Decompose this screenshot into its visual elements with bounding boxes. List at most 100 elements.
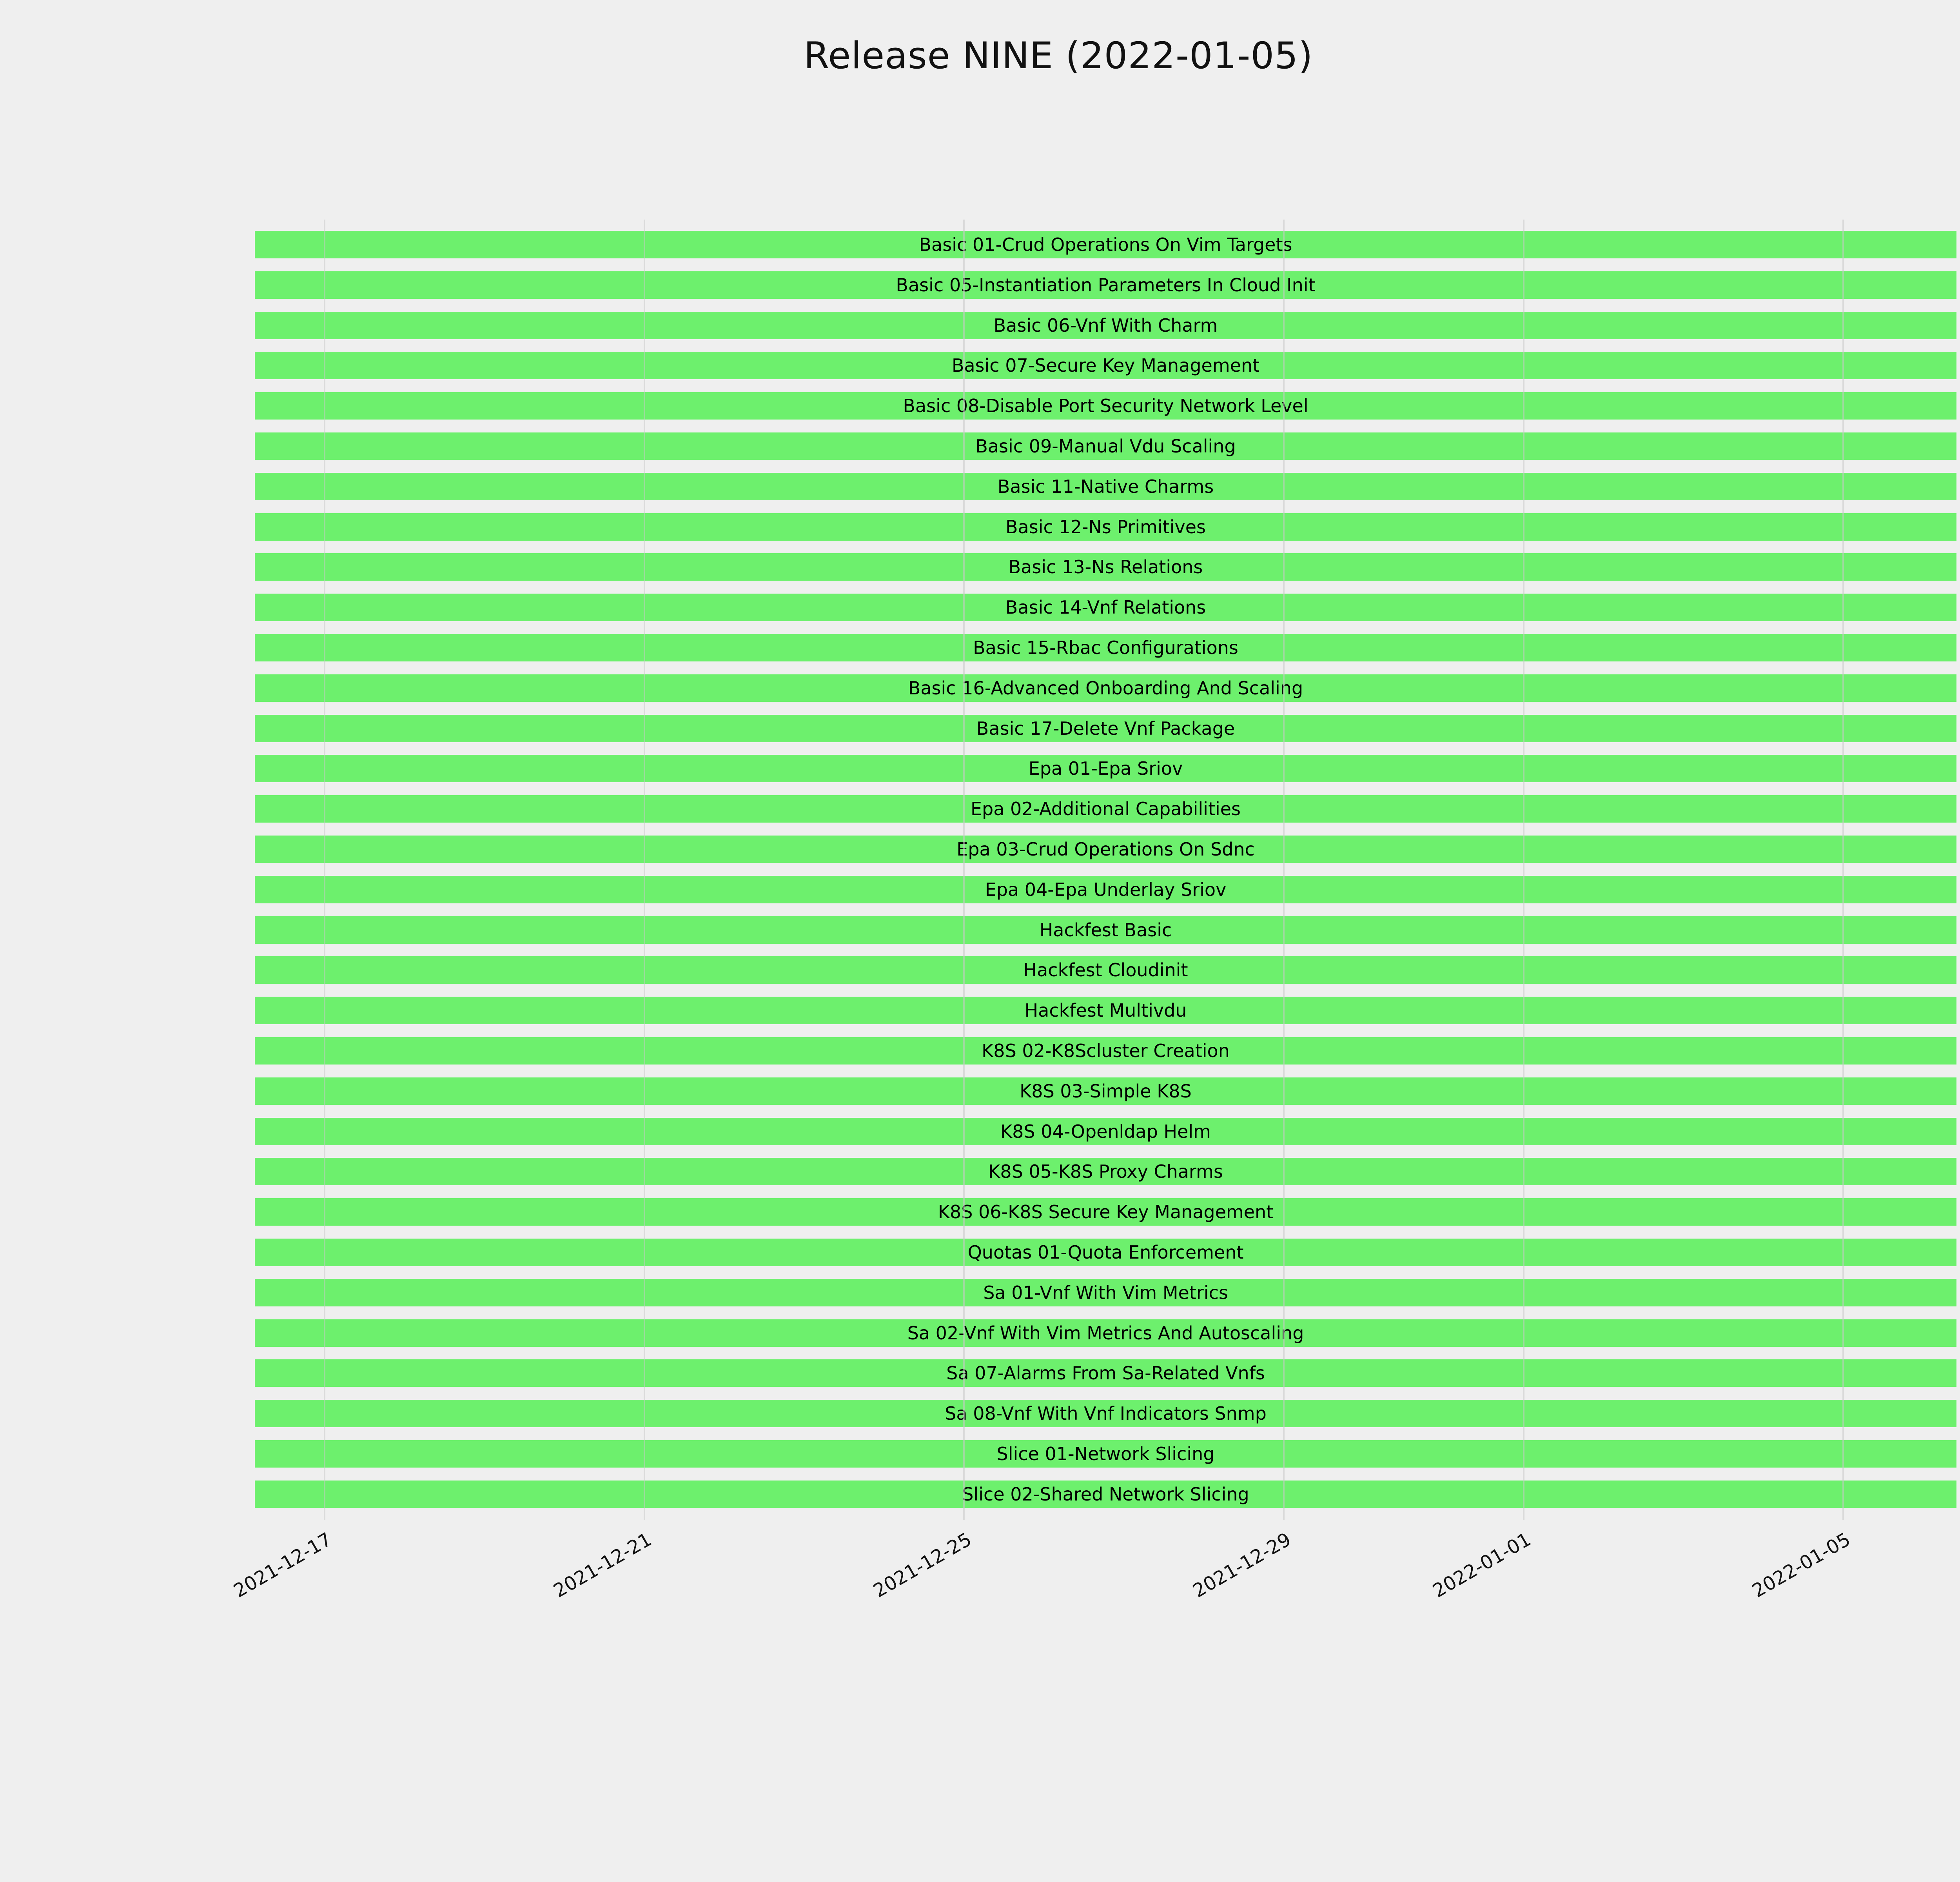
- gantt-row: Slice 02-Shared Network Slicing: [255, 1480, 1956, 1508]
- gantt-row: Sa 02-Vnf With Vim Metrics And Autoscali…: [255, 1319, 1956, 1347]
- gantt-bar: Quotas 01-Quota Enforcement: [255, 1239, 1956, 1266]
- gantt-bar-label: Basic 09-Manual Vdu Scaling: [975, 436, 1236, 457]
- gantt-row: Basic 12-Ns Primitives: [255, 513, 1956, 541]
- gantt-bar-label: Epa 03-Crud Operations On Sdnc: [956, 839, 1255, 860]
- gantt-bar: Basic 01-Crud Operations On Vim Targets: [255, 231, 1956, 258]
- gantt-row: Sa 01-Vnf With Vim Metrics: [255, 1279, 1956, 1306]
- gantt-bar-label: Hackfest Cloudinit: [1023, 959, 1188, 981]
- gantt-bar-label: Sa 01-Vnf With Vim Metrics: [983, 1282, 1228, 1303]
- gantt-row: Basic 07-Secure Key Management: [255, 352, 1956, 380]
- gantt-bar: Sa 08-Vnf With Vnf Indicators Snmp: [255, 1400, 1956, 1428]
- gantt-bar: K8S 05-K8S Proxy Charms: [255, 1158, 1956, 1186]
- plot-area: Basic 01-Crud Operations On Vim Targets B…: [230, 220, 1956, 1602]
- gantt-row: Epa 01-Epa Sriov: [255, 755, 1956, 783]
- chart-title: Release NINE (2022-01-05): [804, 35, 1313, 77]
- gantt-row: Basic 01-Crud Operations On Vim Targets: [255, 231, 1956, 258]
- gantt-row: Epa 02-Additional Capabilities: [255, 795, 1956, 823]
- x-tick-label: 2021-12-17: [230, 1528, 336, 1602]
- gantt-bar: Slice 02-Shared Network Slicing: [255, 1480, 1956, 1508]
- gantt-bar: Basic 17-Delete Vnf Package: [255, 714, 1956, 742]
- gantt-row: Basic 16-Advanced Onboarding And Scaling: [255, 674, 1956, 702]
- gantt-row: Hackfest Cloudinit: [255, 956, 1956, 984]
- gantt-bar-label: Basic 01-Crud Operations On Vim Targets: [919, 234, 1292, 255]
- gantt-bar: Basic 11-Native Charms: [255, 472, 1956, 500]
- gantt-bar: Basic 12-Ns Primitives: [255, 513, 1956, 541]
- gantt-bar-label: Basic 16-Advanced Onboarding And Scaling: [908, 677, 1303, 699]
- gantt-bar-label: Basic 14-Vnf Relations: [1005, 597, 1206, 618]
- bars-layer: Basic 01-Crud Operations On Vim Targets B…: [255, 220, 1956, 1520]
- gantt-bar-label: Sa 08-Vnf With Vnf Indicators Snmp: [945, 1403, 1267, 1424]
- gantt-bar-label: K8S 05-K8S Proxy Charms: [988, 1161, 1223, 1183]
- gantt-row: K8S 05-K8S Proxy Charms: [255, 1158, 1956, 1186]
- x-tick-label: 2022-01-05: [1748, 1528, 1855, 1602]
- gantt-bar: K8S 06-K8S Secure Key Management: [255, 1198, 1956, 1226]
- gantt-bar: Sa 01-Vnf With Vim Metrics: [255, 1279, 1956, 1306]
- gantt-bar-label: K8S 06-K8S Secure Key Management: [938, 1201, 1274, 1223]
- x-axis: 2021-12-17 2021-12-21 2021-12-25 2021-12-29…: [230, 1521, 1956, 1639]
- gantt-bar: K8S 03-Simple K8S: [255, 1077, 1956, 1105]
- gantt-bar-label: Basic 15-Rbac Configurations: [973, 637, 1238, 658]
- gantt-row: K8S 03-Simple K8S: [255, 1077, 1956, 1105]
- gantt-bar-label: Sa 02-Vnf With Vim Metrics And Autoscali…: [907, 1322, 1304, 1344]
- gantt-bar: Basic 05-Instantiation Parameters In Clo…: [255, 271, 1956, 299]
- gantt-bar-label: Hackfest Basic: [1039, 919, 1172, 941]
- gantt-bar-label: Slice 02-Shared Network Slicing: [962, 1483, 1249, 1505]
- gantt-bar: Epa 03-Crud Operations On Sdnc: [255, 836, 1956, 863]
- gantt-bar-label: K8S 04-Openldap Helm: [1000, 1121, 1211, 1142]
- gantt-row: K8S 02-K8Scluster Creation: [255, 1037, 1956, 1065]
- gantt-bar-label: Sa 07-Alarms From Sa-Related Vnfs: [946, 1362, 1265, 1384]
- x-tick-label: 2021-12-25: [869, 1528, 975, 1602]
- gantt-bar: Hackfest Multivdu: [255, 997, 1956, 1025]
- gantt-row: Basic 06-Vnf With Charm: [255, 311, 1956, 339]
- gantt-bar: Basic 06-Vnf With Charm: [255, 311, 1956, 339]
- gantt-bar: K8S 04-Openldap Helm: [255, 1117, 1956, 1145]
- gantt-bar: Basic 07-Secure Key Management: [255, 352, 1956, 380]
- gantt-bar: Slice 01-Network Slicing: [255, 1440, 1956, 1468]
- gantt-bar: Sa 07-Alarms From Sa-Related Vnfs: [255, 1359, 1956, 1387]
- x-tick-label: 2021-12-21: [550, 1528, 655, 1602]
- gantt-bar-label: Basic 07-Secure Key Management: [951, 355, 1260, 376]
- gantt-bar: Hackfest Cloudinit: [255, 956, 1956, 984]
- gantt-row: Quotas 01-Quota Enforcement: [255, 1239, 1956, 1266]
- gantt-row: Basic 09-Manual Vdu Scaling: [255, 432, 1956, 460]
- gantt-bar-label: Slice 01-Network Slicing: [996, 1443, 1215, 1464]
- gantt-bar-label: Basic 12-Ns Primitives: [1005, 516, 1206, 538]
- gantt-bar-label: Epa 02-Additional Capabilities: [970, 798, 1241, 820]
- gantt-row: K8S 04-Openldap Helm: [255, 1117, 1956, 1145]
- gantt-row: Basic 17-Delete Vnf Package: [255, 714, 1956, 742]
- gantt-bar-label: Basic 11-Native Charms: [997, 476, 1214, 497]
- x-tick-label: 2022-01-01: [1429, 1528, 1535, 1602]
- gantt-bar-label: Quotas 01-Quota Enforcement: [967, 1242, 1244, 1263]
- gantt-bar-label: Epa 04-Epa Underlay Sriov: [985, 879, 1227, 900]
- gantt-row: Basic 05-Instantiation Parameters In Clo…: [255, 271, 1956, 299]
- gantt-bar: Epa 02-Additional Capabilities: [255, 795, 1956, 823]
- gantt-row: Epa 03-Crud Operations On Sdnc: [255, 836, 1956, 863]
- gantt-row: Basic 13-Ns Relations: [255, 553, 1956, 581]
- gantt-bar: Basic 14-Vnf Relations: [255, 594, 1956, 621]
- gantt-bar-label: Basic 17-Delete Vnf Package: [976, 718, 1235, 739]
- gantt-row: Slice 01-Network Slicing: [255, 1440, 1956, 1468]
- gantt-row: Basic 15-Rbac Configurations: [255, 634, 1956, 661]
- gantt-row: Epa 04-Epa Underlay Sriov: [255, 876, 1956, 903]
- gantt-bar: Epa 04-Epa Underlay Sriov: [255, 876, 1956, 903]
- gantt-bar: Basic 15-Rbac Configurations: [255, 634, 1956, 661]
- gantt-row: Sa 07-Alarms From Sa-Related Vnfs: [255, 1359, 1956, 1387]
- gantt-bar: Basic 16-Advanced Onboarding And Scaling: [255, 674, 1956, 702]
- gantt-bar: Basic 09-Manual Vdu Scaling: [255, 432, 1956, 460]
- gantt-row: Sa 08-Vnf With Vnf Indicators Snmp: [255, 1400, 1956, 1428]
- gantt-bar-label: Basic 08-Disable Port Security Network L…: [903, 395, 1308, 417]
- gantt-row: Hackfest Multivdu: [255, 997, 1956, 1025]
- x-tick-label: 2021-12-29: [1189, 1528, 1295, 1602]
- gantt-bar-label: Basic 13-Ns Relations: [1008, 556, 1203, 578]
- gantt-bar-label: K8S 02-K8Scluster Creation: [982, 1040, 1230, 1061]
- gantt-bar: K8S 02-K8Scluster Creation: [255, 1037, 1956, 1065]
- gantt-bar-label: Hackfest Multivdu: [1024, 1000, 1187, 1021]
- gantt-bar-label: Basic 06-Vnf With Charm: [993, 314, 1218, 336]
- gantt-bar: Hackfest Basic: [255, 916, 1956, 944]
- gantt-bar: Sa 02-Vnf With Vim Metrics And Autoscali…: [255, 1319, 1956, 1347]
- gantt-bar-label: K8S 03-Simple K8S: [1020, 1080, 1192, 1102]
- gantt-row: Basic 08-Disable Port Security Network L…: [255, 392, 1956, 420]
- gantt-bar-label: Epa 01-Epa Sriov: [1028, 758, 1183, 779]
- gantt-row: Basic 14-Vnf Relations: [255, 594, 1956, 621]
- gantt-bar: Basic 13-Ns Relations: [255, 553, 1956, 581]
